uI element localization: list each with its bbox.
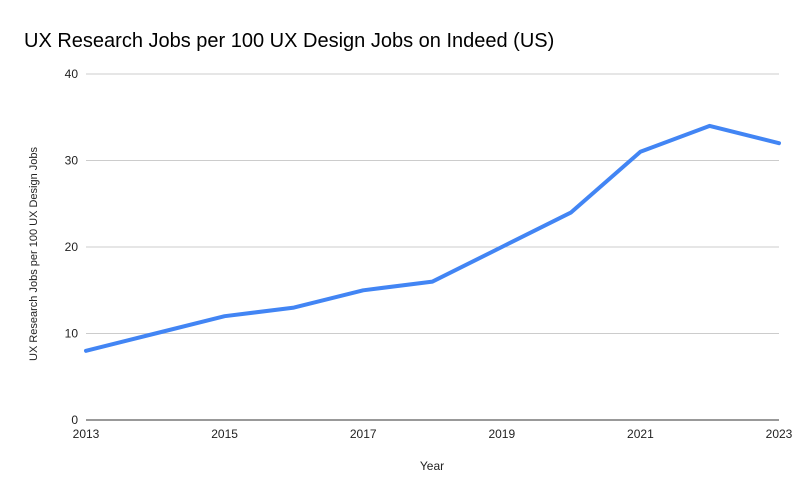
data-point-2019	[500, 245, 504, 249]
x-tick-label: 2017	[350, 427, 377, 441]
data-point-2021	[638, 150, 642, 154]
series-layer	[84, 123, 781, 353]
y-tick-label: 0	[71, 413, 78, 427]
data-point-2014	[153, 332, 157, 336]
x-tick-label: 2013	[73, 427, 100, 441]
x-axis-ticks: 2013 2015 2017 2019 2021 2023	[73, 427, 793, 441]
series-line-0	[84, 123, 781, 353]
y-tick-label: 20	[65, 240, 79, 254]
x-tick-label: 2015	[211, 427, 238, 441]
x-tick-label: 2021	[627, 427, 654, 441]
data-point-2017	[361, 288, 365, 292]
x-axis-label: Year	[420, 459, 444, 473]
gridlines	[86, 73, 779, 334]
y-axis-label: UX Research Jobs per 100 UX Design Jobs	[28, 147, 40, 361]
y-tick-label: 40	[65, 67, 79, 81]
data-point-2016	[292, 306, 296, 310]
x-tick-label: 2019	[488, 427, 515, 441]
y-tick-label: 30	[65, 154, 79, 168]
chart-title: UX Research Jobs per 100 UX Design Jobs …	[24, 30, 554, 52]
data-point-2015	[223, 314, 227, 318]
y-axis-ticks: 0 10 20 30 40	[65, 67, 79, 427]
data-point-2018	[431, 280, 435, 284]
data-point-2022	[708, 124, 712, 128]
x-tick-label: 2023	[766, 427, 793, 441]
y-tick-label: 10	[65, 327, 79, 341]
data-point-2020	[569, 210, 573, 214]
data-point-2023	[777, 141, 781, 145]
data-point-2013	[84, 349, 88, 353]
